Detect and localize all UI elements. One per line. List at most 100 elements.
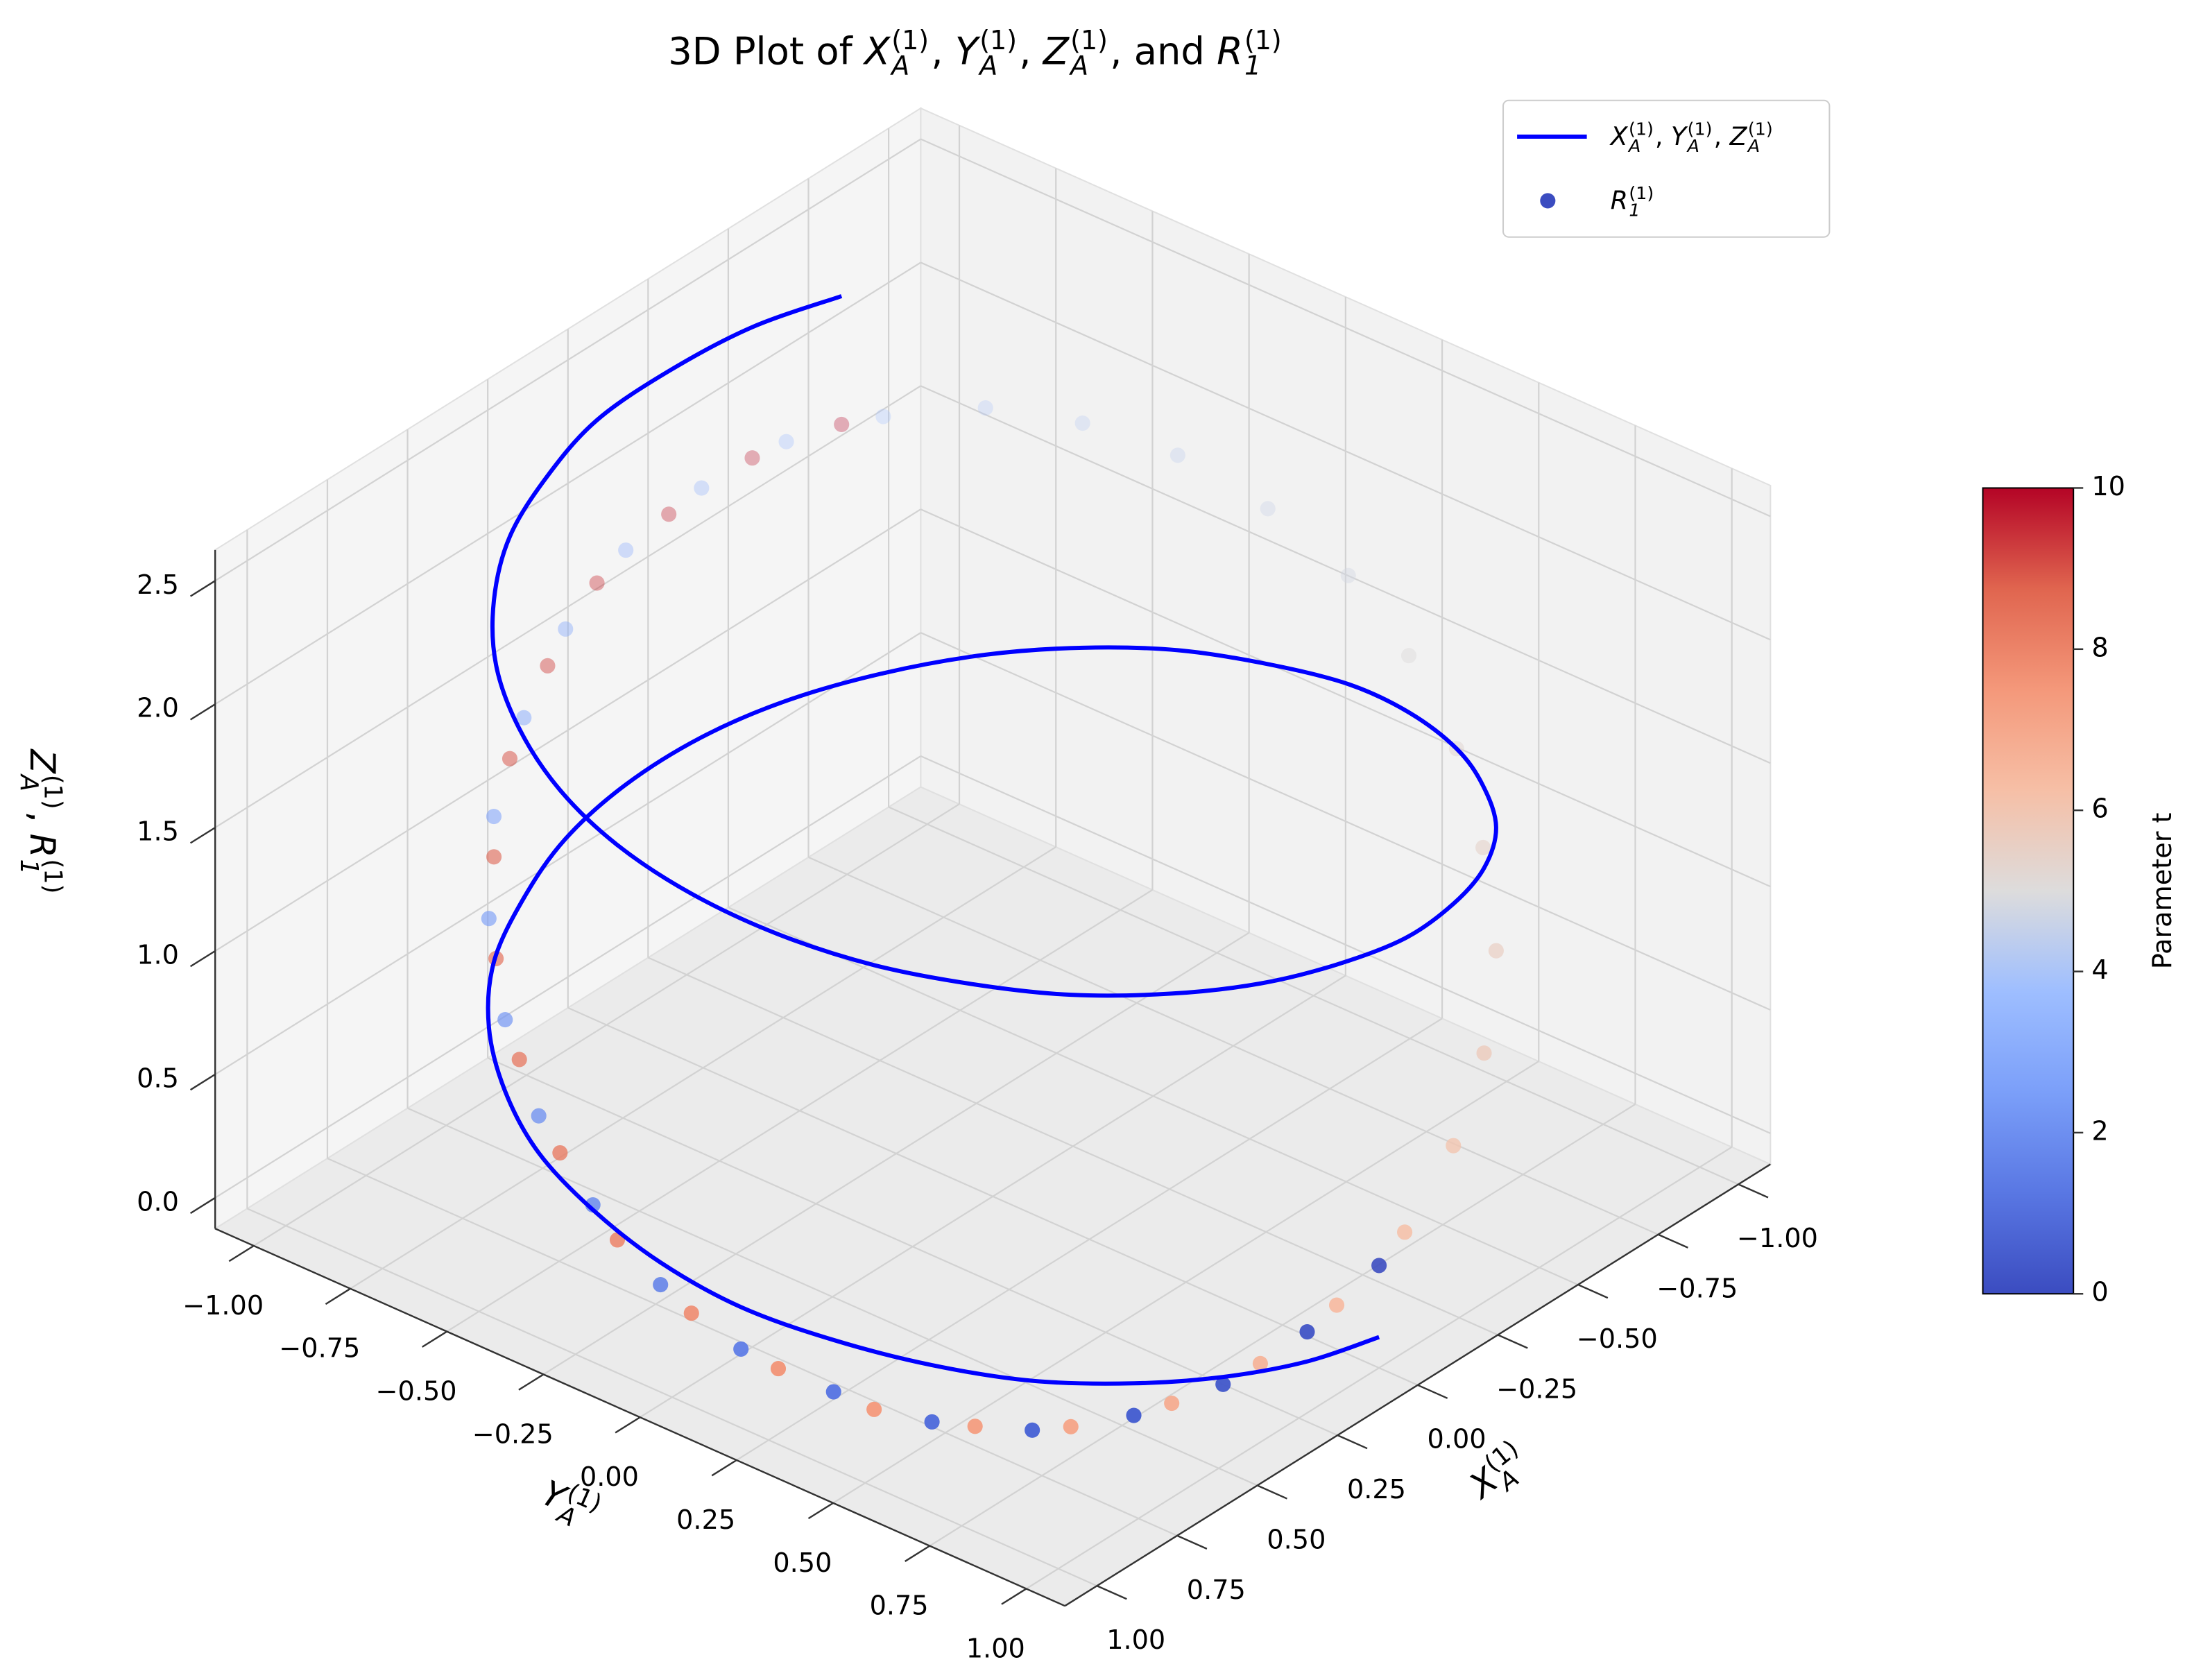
z-axis-label: Z(1)A, R(1)1 <box>15 748 67 893</box>
chart-title-subscript: 1 <box>1244 51 1261 81</box>
chart-title-symbol: R <box>1217 29 1243 73</box>
legend-label-subscript: A <box>1747 135 1760 156</box>
scatter-point <box>1340 567 1356 583</box>
y-tick-label: 0.75 <box>870 1591 929 1622</box>
scatter-point <box>1475 839 1491 855</box>
z-tick-label: 1.0 <box>137 941 179 971</box>
scatter-point <box>770 1361 787 1377</box>
grid-line <box>929 1103 1636 1547</box>
legend-label: X (1)A, Y (1)A, Z (1)A <box>1609 119 1773 157</box>
scatter-point <box>683 1305 699 1321</box>
grid-line <box>214 755 921 1199</box>
grid-line <box>542 932 1250 1375</box>
scatter-point <box>1488 943 1504 959</box>
colorbar-tick-label: 10 <box>2091 472 2125 502</box>
legend-label-superscript: (1) <box>1748 119 1773 139</box>
tick-mark <box>1257 1484 1287 1500</box>
y-tick-label: −1.00 <box>182 1291 264 1321</box>
x-tick-label: 0.50 <box>1267 1525 1326 1555</box>
y-tick-label: 0.50 <box>773 1548 832 1579</box>
axis-line <box>214 1228 1065 1607</box>
scatter-point <box>744 450 760 466</box>
z-tick-label: 1.5 <box>137 817 179 848</box>
scatter-point <box>1328 1297 1345 1313</box>
colorbar-tick-label: 4 <box>2091 955 2108 986</box>
scatter-point <box>1164 1395 1180 1412</box>
grid-line <box>214 262 921 705</box>
legend-label-symbol: Y <box>1671 121 1688 151</box>
z-axis-label-superscript: (1) <box>38 859 67 894</box>
chart-title: 3D Plot of X (1)A, Y (1)A, Z (1)A, and R (1)… <box>668 25 1282 81</box>
tick-mark <box>189 950 216 968</box>
grid-line <box>920 385 1771 764</box>
chart-title-superscript: (1) <box>1070 25 1108 55</box>
tick-mark <box>905 1545 930 1562</box>
chart-title-subscript: A <box>1068 51 1088 81</box>
scatter-point <box>1476 1045 1492 1061</box>
legend-label-subscript: A <box>1627 135 1640 156</box>
y-tick-label: −0.25 <box>472 1419 554 1450</box>
grid-line <box>1025 1146 1733 1590</box>
z-tick-label: 0.5 <box>137 1063 179 1094</box>
scatter-point <box>825 1384 841 1400</box>
grid-line <box>920 138 1771 517</box>
scatter-point <box>1446 1138 1462 1154</box>
chart-title-text: 3D Plot of <box>668 29 864 73</box>
scatter-point <box>486 849 502 865</box>
y-tick-label: −0.50 <box>376 1377 457 1407</box>
colorbar-tick-label: 2 <box>2091 1116 2108 1147</box>
tick-mark <box>1738 1183 1769 1199</box>
helix-line <box>486 294 1498 1386</box>
scatter-point <box>1169 447 1185 463</box>
legend-label-subscript: 1 <box>1629 200 1640 221</box>
scatter-point <box>1215 1376 1231 1392</box>
scatter-point <box>1063 1418 1079 1434</box>
scatter-point <box>924 1414 940 1430</box>
x-tick-label: 0.25 <box>1347 1475 1406 1505</box>
tick-mark <box>228 1244 255 1262</box>
legend-label-text: , <box>1655 121 1671 151</box>
z-axis-label-subscript: A <box>15 773 43 791</box>
colorbar <box>1982 487 2075 1295</box>
tick-mark <box>1497 1334 1528 1349</box>
legend-label-symbol: Z <box>1729 121 1748 151</box>
scatter-point <box>694 480 710 496</box>
grid-line <box>920 755 1771 1134</box>
legend-label: R (1)1 <box>1611 182 1654 221</box>
y-tick-label: 1.00 <box>966 1634 1025 1664</box>
legend-label-superscript: (1) <box>1688 119 1713 139</box>
chart-title-superscript: (1) <box>979 25 1017 55</box>
scatter-point <box>540 658 556 674</box>
axis-line <box>1064 1163 1772 1607</box>
scatter-point <box>1400 648 1417 664</box>
legend-label-subscript: A <box>1686 135 1699 156</box>
tick-mark <box>1337 1434 1368 1450</box>
y-axis-label: Y(1)A <box>535 1472 606 1532</box>
chart-title-text: , <box>1019 29 1043 73</box>
x-tick-label: 0.75 <box>1187 1575 1246 1606</box>
colorbar-label: Parameter t <box>2148 812 2178 969</box>
scatter-point <box>778 434 794 449</box>
chart-title-symbol: X <box>862 29 891 73</box>
tick-mark <box>1577 1283 1609 1299</box>
tick-mark <box>1001 1588 1027 1605</box>
scatter-point <box>552 1145 568 1161</box>
z-tick-label: 2.5 <box>137 570 179 601</box>
z-tick-label: 0.0 <box>137 1187 179 1217</box>
grid-line <box>253 803 960 1246</box>
chart-title-text: , and <box>1110 29 1217 73</box>
colorbar-tick-label: 6 <box>2091 794 2108 825</box>
tick-mark <box>189 703 216 721</box>
z-axis-label-symbol: Z <box>22 748 63 774</box>
scatter-point <box>1260 501 1276 517</box>
x-tick-label: 0.00 <box>1428 1425 1486 1455</box>
tick-mark <box>518 1373 545 1391</box>
scatter-point <box>486 809 502 825</box>
scatter-point <box>511 1052 527 1068</box>
z-axis-label-subscript: 1 <box>15 859 43 875</box>
grid-line <box>736 1018 1443 1461</box>
scatter-point <box>589 575 605 591</box>
chart-title-subscript: A <box>889 51 909 81</box>
chart-title-symbol: Y <box>955 29 981 73</box>
